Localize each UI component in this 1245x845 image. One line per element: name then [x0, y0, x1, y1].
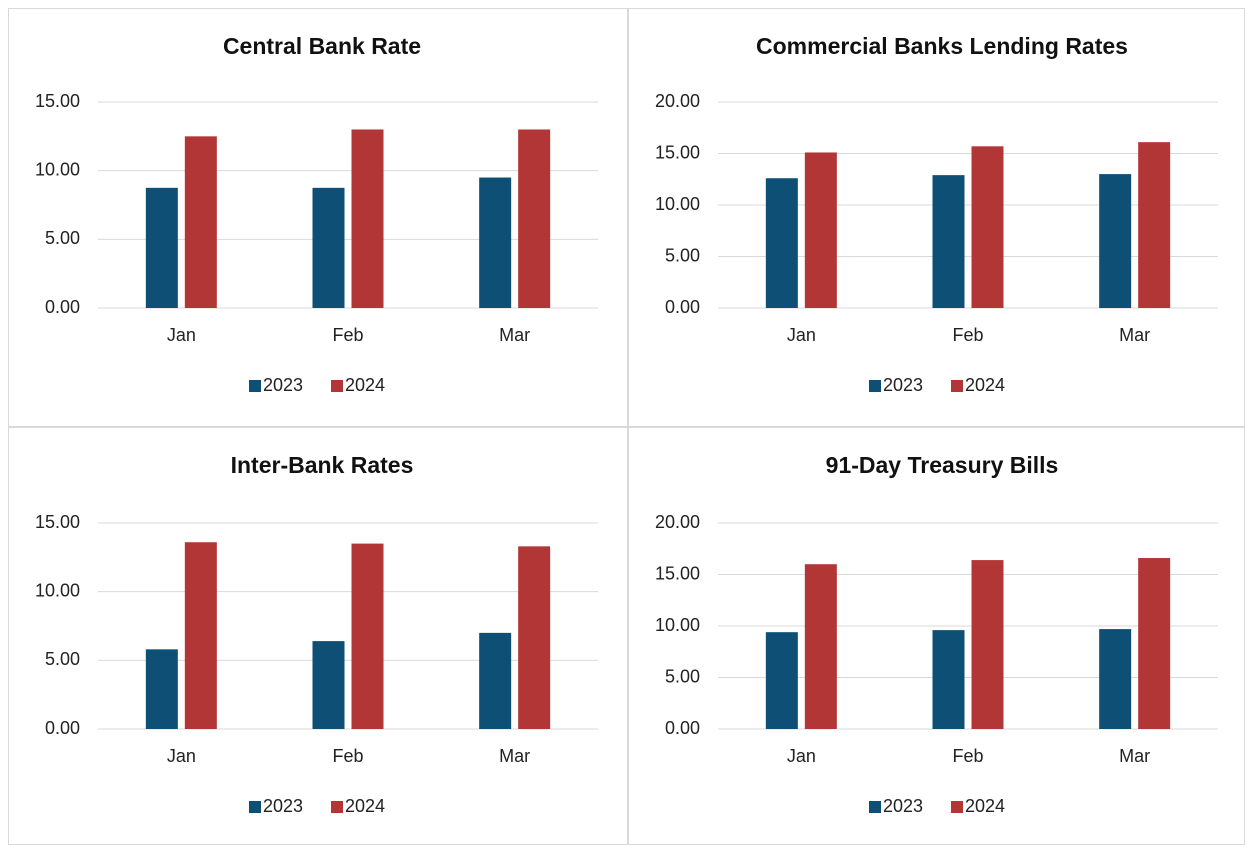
legend-label: 2024	[965, 796, 1005, 816]
bar	[312, 641, 345, 729]
legend-swatch	[331, 380, 343, 392]
chart-panel: Central Bank Rate 0.00 5.00 10.00 15.00 Jan Fe…	[8, 8, 628, 427]
legend-label: 2023	[883, 375, 923, 395]
x-tick-label: Jan	[787, 325, 816, 345]
y-tick-label: 5.00	[45, 649, 80, 669]
x-tick-label: Mar	[1119, 325, 1150, 345]
bar	[145, 187, 178, 308]
y-tick-label: 5.00	[665, 666, 700, 686]
bar	[971, 560, 1004, 729]
bar	[351, 129, 384, 308]
chart-title: Commercial Banks Lending Rates	[756, 33, 1128, 59]
x-tick-label: Feb	[332, 746, 363, 766]
y-tick-label: 20.00	[655, 91, 700, 111]
y-tick-label: 10.00	[35, 159, 80, 179]
y-tick-label: 15.00	[35, 91, 80, 111]
bar	[518, 129, 551, 308]
bar	[479, 177, 512, 308]
bar	[518, 546, 551, 729]
bar	[804, 564, 837, 729]
y-tick-label: 10.00	[655, 194, 700, 214]
y-tick-label: 0.00	[45, 718, 80, 738]
legend-swatch	[249, 380, 261, 392]
y-tick-label: 0.00	[665, 297, 700, 317]
bar	[184, 542, 217, 729]
y-tick-label: 0.00	[45, 297, 80, 317]
x-tick-label: Mar	[499, 746, 530, 766]
x-tick-label: Jan	[167, 746, 196, 766]
x-tick-label: Feb	[332, 325, 363, 345]
y-tick-label: 15.00	[35, 512, 80, 532]
legend-label: 2024	[345, 375, 385, 395]
chart-title: Central Bank Rate	[223, 33, 421, 59]
y-tick-label: 15.00	[655, 563, 700, 583]
legend-label: 2024	[965, 375, 1005, 395]
bar	[804, 152, 837, 308]
bar	[971, 146, 1004, 308]
chart-panel: 91-Day Treasury Bills 0.00 5.00 10.00 15.00 2…	[628, 427, 1245, 845]
bar	[1099, 174, 1132, 308]
x-tick-label: Mar	[499, 325, 530, 345]
bar	[1138, 558, 1171, 729]
x-tick-label: Feb	[952, 325, 983, 345]
x-tick-label: Jan	[167, 325, 196, 345]
x-tick-label: Feb	[952, 746, 983, 766]
bar	[765, 178, 798, 308]
bar	[1099, 629, 1132, 729]
legend-swatch	[331, 801, 343, 813]
bar	[312, 187, 345, 308]
bar	[932, 175, 965, 308]
legend-label: 2023	[263, 796, 303, 816]
y-tick-label: 5.00	[45, 228, 80, 248]
legend-swatch	[951, 380, 963, 392]
y-tick-label: 0.00	[665, 718, 700, 738]
chart-title: Inter-Bank Rates	[231, 452, 414, 478]
chart-panel: Commercial Banks Lending Rates 0.00 5.00 10…	[628, 8, 1245, 427]
legend-swatch	[869, 801, 881, 813]
y-tick-label: 20.00	[655, 512, 700, 532]
chart-title: 91-Day Treasury Bills	[826, 452, 1059, 478]
bar	[184, 136, 217, 308]
legend-label: 2024	[345, 796, 385, 816]
bar	[351, 543, 384, 729]
x-tick-label: Jan	[787, 746, 816, 766]
y-tick-label: 5.00	[665, 245, 700, 265]
legend-swatch	[869, 380, 881, 392]
legend-label: 2023	[883, 796, 923, 816]
bar	[145, 649, 178, 729]
y-tick-label: 10.00	[655, 615, 700, 635]
legend-swatch	[249, 801, 261, 813]
x-tick-label: Mar	[1119, 746, 1150, 766]
bar	[1138, 142, 1171, 308]
y-tick-label: 10.00	[35, 580, 80, 600]
bar	[765, 632, 798, 729]
y-tick-label: 15.00	[655, 142, 700, 162]
chart-panel: Inter-Bank Rates 0.00 5.00 10.00 15.00 Jan Feb…	[8, 427, 628, 845]
panel-border	[8, 8, 628, 427]
bar	[479, 632, 512, 729]
bar	[932, 630, 965, 729]
legend-swatch	[951, 801, 963, 813]
legend-label: 2023	[263, 375, 303, 395]
